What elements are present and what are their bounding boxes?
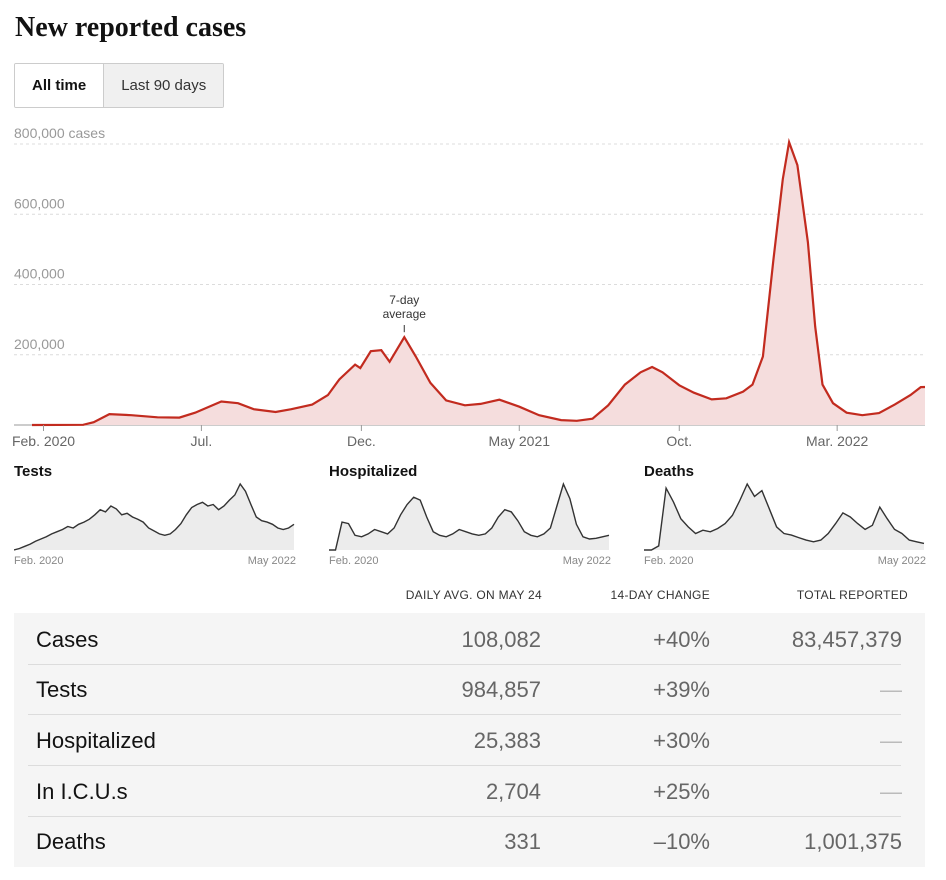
small-chart-tests: Tests Feb. 2020 May 2022	[14, 460, 296, 572]
x-tick-label: Jul.	[190, 433, 212, 449]
small-chart-plot	[644, 482, 925, 551]
cases-area	[32, 142, 925, 425]
cases-line	[31, 137, 926, 427]
header-daily-avg: DAILY AVG. ON MAY 24	[405, 588, 542, 602]
page-title: New reported cases	[15, 12, 247, 43]
row-label: Deaths	[36, 829, 106, 854]
annotation-text: average	[383, 307, 427, 321]
x-tick-label: Feb. 2020	[12, 433, 75, 449]
small-chart-title: Tests	[14, 463, 53, 480]
y-tick-label: 800,000 cases	[14, 125, 105, 141]
row-daily-avg: 984,857	[461, 677, 541, 702]
x-tick-label: Dec.	[347, 433, 376, 449]
row-total: —	[880, 728, 902, 753]
small-chart-deaths: Deaths Feb. 2020 May 2022	[644, 460, 926, 572]
small-chart-line	[14, 482, 295, 551]
small-chart-area	[14, 484, 294, 550]
small-chart-line	[329, 482, 610, 551]
cases-chart: 200,000 400,000 600,000 800,000 cases Feb. …	[12, 125, 926, 449]
table-row-tests: Tests 984,857 +39% —	[14, 665, 925, 715]
last-90-days-button[interactable]: Last 90 days	[103, 64, 224, 107]
row-total: 83,457,379	[791, 627, 902, 652]
all-time-button[interactable]: All time	[15, 64, 104, 107]
table-row-deaths: Deaths 331 –10% 1,001,375	[14, 817, 925, 867]
row-label: Cases	[36, 627, 99, 652]
small-chart-start-label: Feb. 2020	[329, 555, 379, 567]
x-tick-label: Mar. 2022	[806, 433, 868, 449]
small-chart-title: Hospitalized	[329, 463, 418, 480]
header-14-day-change: 14-DAY CHANGE	[610, 588, 710, 602]
y-tick-label: 200,000	[14, 336, 65, 352]
table-row-icu: In I.C.U.s 2,704 +25% —	[14, 767, 925, 817]
row-divider	[28, 765, 901, 766]
small-chart-start-label: Feb. 2020	[644, 555, 694, 567]
row-14-day-change: +30%	[653, 728, 710, 753]
table-row-hospitalized: Hospitalized 25,383 +30% —	[14, 716, 925, 766]
row-14-day-change: +40%	[653, 627, 710, 652]
row-total: —	[880, 677, 902, 702]
row-14-day-change: –10%	[653, 829, 710, 854]
row-label: Tests	[36, 677, 88, 702]
small-chart-end-label: May 2022	[247, 555, 296, 567]
small-chart-area	[644, 484, 924, 550]
small-chart-start-label: Feb. 2020	[14, 555, 64, 567]
annotation-text: 7-day	[389, 293, 419, 307]
row-daily-avg: 331	[504, 829, 541, 854]
table-row-cases: Cases 108,082 +40% 83,457,379	[14, 615, 925, 665]
row-daily-avg: 108,082	[461, 627, 541, 652]
small-chart-title: Deaths	[644, 463, 695, 480]
row-daily-avg: 2,704	[485, 779, 541, 804]
small-chart-line	[644, 482, 925, 551]
small-chart-plot	[329, 482, 610, 551]
row-14-day-change: +25%	[653, 779, 710, 804]
small-chart-end-label: May 2022	[877, 555, 926, 567]
row-label: Hospitalized	[36, 728, 156, 753]
small-chart-end-label: May 2022	[562, 555, 611, 567]
y-tick-label: 600,000	[14, 195, 65, 211]
row-daily-avg: 25,383	[473, 728, 541, 753]
header-total-reported: TOTAL REPORTED	[796, 588, 908, 602]
row-14-day-change: +39%	[653, 677, 710, 702]
small-chart-plot	[14, 482, 295, 551]
y-tick-label: 400,000	[14, 266, 65, 282]
stats-table: Cases 108,082 +40% 83,457,379 Tests 984,…	[14, 613, 925, 867]
x-tick-label: May 2021	[489, 433, 551, 449]
x-tick-label: Oct.	[666, 433, 692, 449]
time-range-toggle: All time Last 90 days	[14, 63, 225, 108]
row-divider	[28, 714, 901, 715]
row-total: 1,001,375	[804, 829, 902, 854]
row-divider	[28, 664, 901, 665]
row-divider	[28, 816, 901, 817]
small-chart-hospitalized: Hospitalized Feb. 2020 May 2022	[329, 460, 611, 572]
row-label: In I.C.U.s	[36, 779, 128, 804]
row-total: —	[880, 779, 902, 804]
small-chart-area	[329, 484, 609, 550]
